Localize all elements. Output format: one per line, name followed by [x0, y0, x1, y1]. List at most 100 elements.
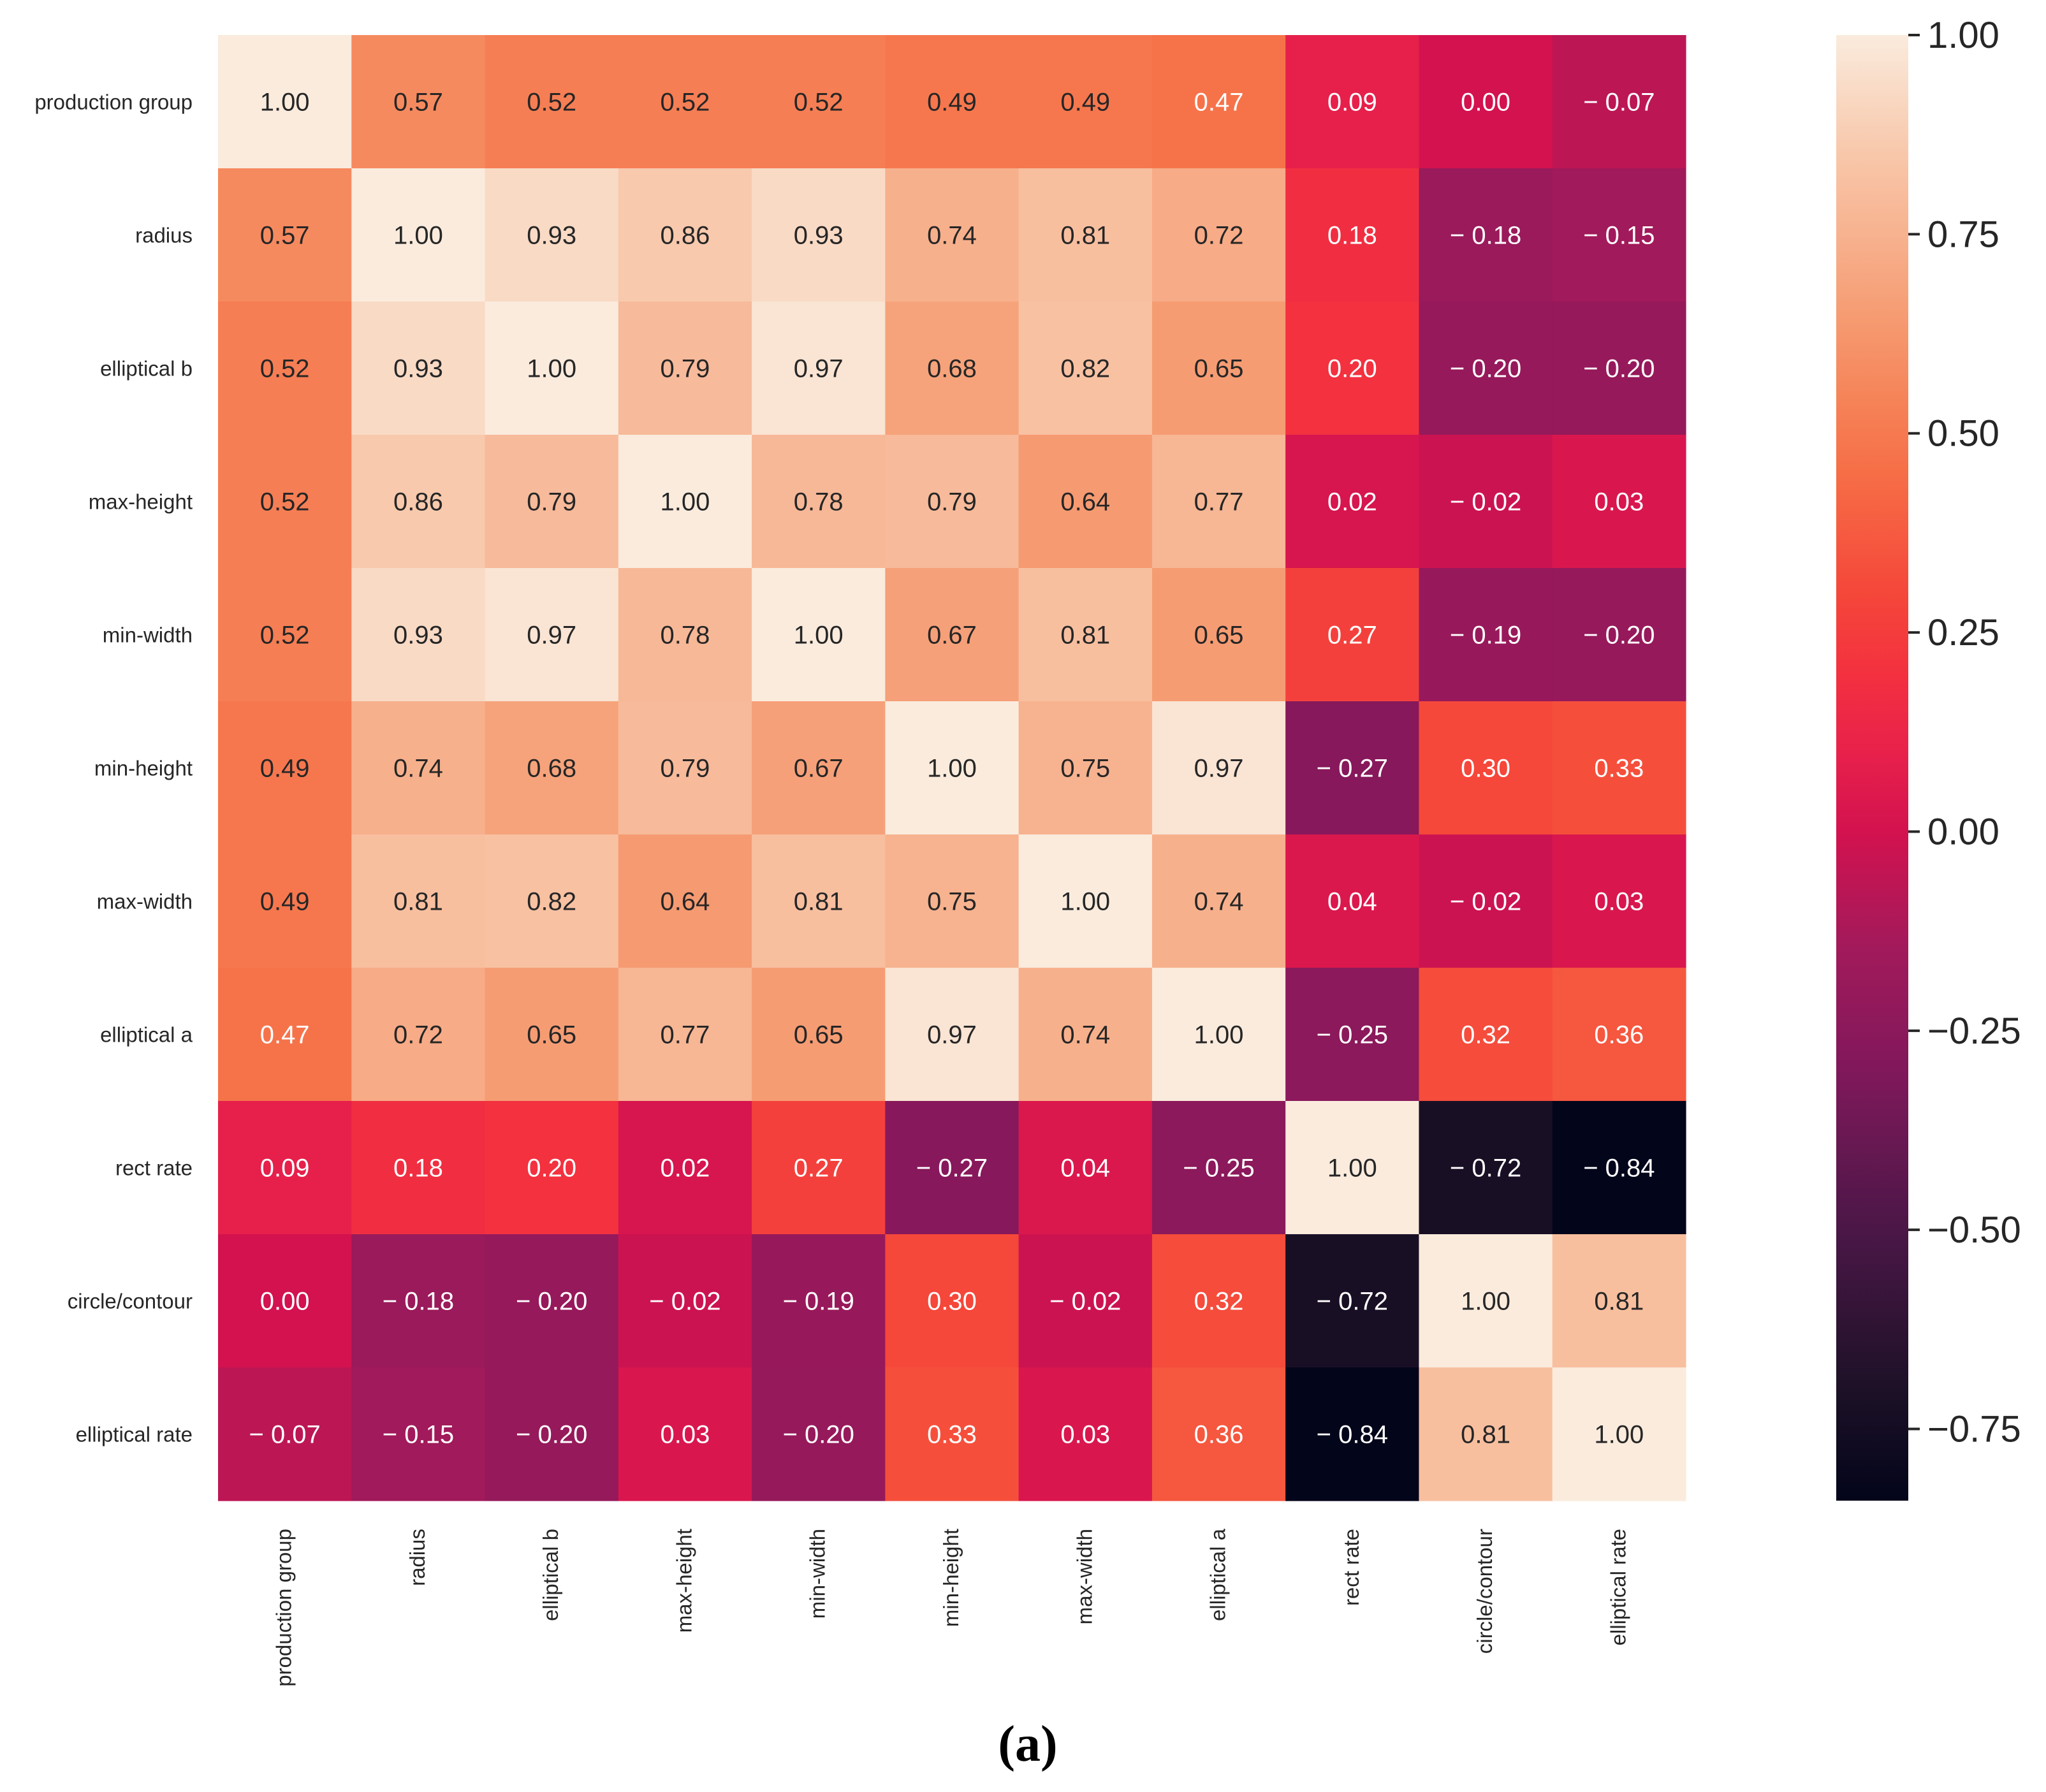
figure-caption: (a)	[998, 1716, 1057, 1772]
heatmap-cell	[218, 1367, 352, 1501]
heatmap-cell	[1552, 435, 1686, 569]
heatmap-cell	[1552, 168, 1686, 302]
heatmap-cell	[1419, 302, 1553, 435]
cell-value-label: − 0.02	[1450, 888, 1521, 916]
heatmap-cell	[618, 35, 752, 169]
heatmap-cell	[885, 834, 1019, 968]
cell-value-label: 0.75	[1060, 755, 1110, 783]
y-axis-tick-labels: production group radius elliptical b max-he…	[34, 91, 193, 1446]
cell-value-label: 0.72	[1194, 222, 1244, 250]
cell-value-label: − 0.25	[1183, 1155, 1254, 1183]
heatmap-cell	[618, 302, 752, 435]
heatmap-cell	[1018, 302, 1153, 435]
cell-value-label: 0.81	[794, 888, 844, 916]
cell-value-label: 0.67	[927, 622, 977, 650]
heatmap-cell	[1018, 834, 1153, 968]
x-tick-label: elliptical b	[539, 1529, 562, 1621]
cell-value-label: 0.36	[1194, 1421, 1244, 1449]
heatmap-cell	[618, 168, 752, 302]
heatmap-cell	[885, 701, 1019, 835]
x-tick-label: elliptical a	[1206, 1528, 1230, 1621]
heatmap-cell	[1018, 968, 1153, 1102]
heatmap-cell	[218, 701, 352, 835]
heatmap-cell	[1285, 435, 1420, 569]
colorbar-tick-label: 0.25	[1927, 612, 1999, 653]
y-tick-label: elliptical b	[100, 357, 193, 381]
heatmap-cell	[752, 701, 886, 835]
cell-value-label: 0.93	[527, 222, 576, 250]
heatmap-cell	[1552, 1367, 1686, 1501]
heatmap-cell	[1419, 568, 1553, 702]
y-tick-label: production group	[34, 91, 193, 114]
x-tick-label: max-height	[672, 1529, 696, 1633]
heatmap-cell	[485, 834, 619, 968]
heatmap-cell	[1018, 168, 1153, 302]
y-tick-label: max-height	[89, 490, 193, 514]
cell-value-label: 0.72	[393, 1021, 443, 1049]
cell-value-label: 0.03	[661, 1421, 710, 1449]
colorbar-tick-label: −0.75	[1927, 1409, 2021, 1450]
colorbar: 1.00 0.75 0.50 0.25 0.00 −0.25 −0.50 −0.75	[1836, 15, 2021, 1501]
cell-value-label: 0.32	[1461, 1021, 1510, 1049]
heatmap-cell	[1419, 834, 1553, 968]
colorbar-gradient	[1836, 35, 1908, 1501]
cell-value-label: 0.02	[661, 1155, 710, 1183]
heatmap-cell	[1285, 834, 1420, 968]
heatmap-cell	[1018, 1367, 1153, 1501]
cell-value-label: 0.86	[661, 222, 710, 250]
cell-value-label: 0.79	[927, 488, 977, 516]
cell-value-label: − 0.20	[1583, 622, 1655, 650]
heatmap-cell	[1151, 35, 1286, 169]
cell-value-label: 0.32	[1194, 1288, 1244, 1316]
heatmap-cell	[752, 168, 886, 302]
y-tick-label: radius	[135, 224, 193, 247]
cell-value-label: 0.33	[927, 1421, 977, 1449]
x-tick-label: radius	[406, 1529, 429, 1586]
cell-value-label: − 0.15	[1583, 222, 1655, 250]
cell-value-label: 0.93	[393, 355, 443, 383]
heatmap-cell	[1151, 834, 1286, 968]
heatmap-cell	[752, 1367, 886, 1501]
heatmap-cell	[1552, 302, 1686, 435]
cell-value-label: 0.20	[1327, 355, 1377, 383]
heatmap-cell	[485, 435, 619, 569]
heatmap-cell	[485, 168, 619, 302]
heatmap-cell	[485, 568, 619, 702]
cell-value-label: 1.00	[794, 622, 844, 650]
heatmap-cell	[1018, 1101, 1153, 1235]
heatmap-cell	[1018, 701, 1153, 835]
cell-value-label: − 0.20	[783, 1421, 854, 1449]
cell-value-label: 0.97	[527, 622, 576, 650]
heatmap-cell	[1018, 1234, 1153, 1368]
cell-value-label: 0.97	[927, 1021, 977, 1049]
cell-value-label: 0.81	[1060, 622, 1110, 650]
heatmap-cell	[351, 834, 486, 968]
cell-value-label: 0.49	[927, 89, 977, 117]
cell-value-label: 0.18	[393, 1155, 443, 1183]
cell-value-label: 0.97	[794, 355, 844, 383]
heatmap-cell	[351, 168, 486, 302]
heatmap-cell	[1285, 1101, 1420, 1235]
y-tick-label: elliptical rate	[76, 1423, 193, 1446]
cell-value-label: 0.20	[527, 1155, 576, 1183]
heatmap-cell	[1285, 701, 1420, 835]
y-tick-label: min-height	[94, 757, 193, 780]
cell-value-label: 0.30	[927, 1288, 977, 1316]
heatmap-cell	[1285, 168, 1420, 302]
cell-value-label: 0.27	[1327, 622, 1377, 650]
cell-value-label: − 0.02	[649, 1288, 720, 1316]
cell-value-label: 0.57	[260, 222, 310, 250]
heatmap-cell	[1419, 168, 1553, 302]
cell-value-label: − 0.20	[516, 1288, 587, 1316]
cell-value-label: 1.00	[393, 222, 443, 250]
heatmap-cell	[752, 35, 886, 169]
heatmap-cell	[218, 35, 352, 169]
cell-value-label: 1.00	[1327, 1155, 1377, 1183]
cell-value-label: 1.00	[927, 755, 977, 783]
x-tick-label: elliptical rate	[1606, 1529, 1630, 1645]
cell-value-label: − 0.27	[1317, 755, 1388, 783]
heatmap-cell	[752, 302, 886, 435]
heatmap-cell	[485, 1234, 619, 1368]
heatmap-cell	[1552, 1101, 1686, 1235]
